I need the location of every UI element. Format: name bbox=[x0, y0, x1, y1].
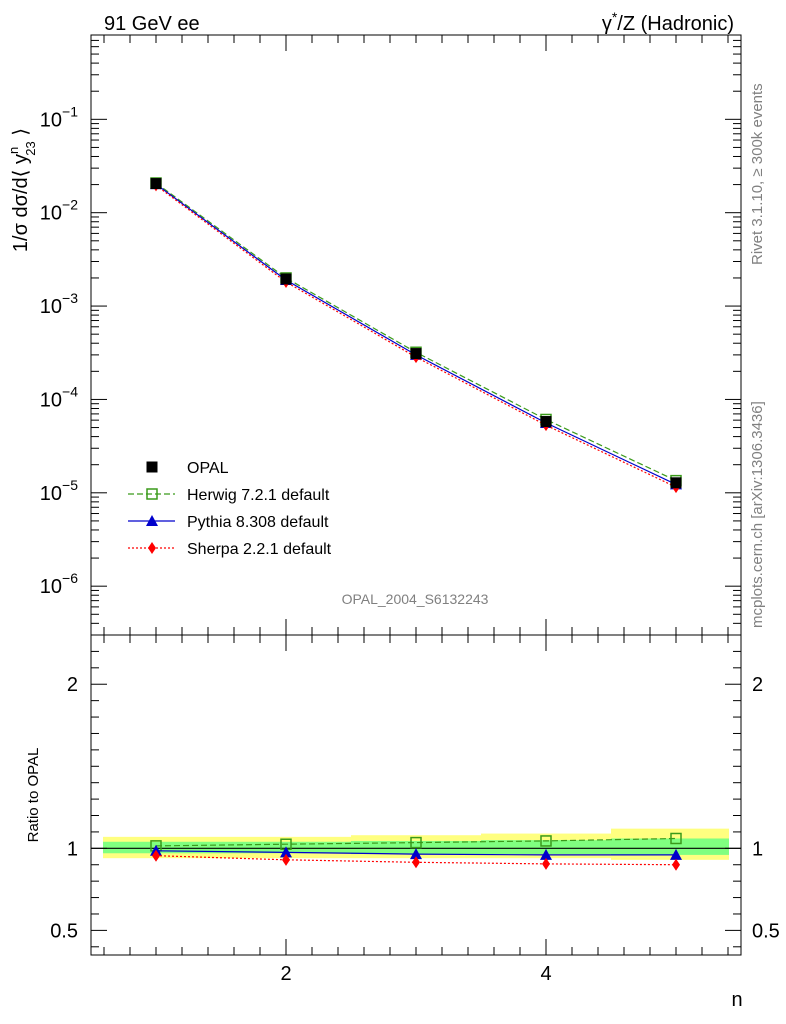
ratio-series-0-point-4 bbox=[670, 832, 682, 845]
main-plot-content bbox=[150, 177, 682, 494]
main-y-tick-label-exp-4: −5 bbox=[62, 477, 78, 493]
main-y-tick-label-base-2: 10 bbox=[40, 296, 62, 318]
ratio-band-green-4 bbox=[611, 838, 729, 855]
ratio-series-2-point-4 bbox=[672, 858, 680, 871]
ratio-series-2-point-3 bbox=[542, 857, 550, 870]
main-y-tick-label-exp-2: −3 bbox=[62, 290, 78, 306]
ratio-series-2-point-1 bbox=[282, 853, 290, 866]
main-panel: 10−110−210−310−410−510−6 1/σ dσ/d⟨ yn 23 … bbox=[6, 34, 742, 636]
ratio-y-tick-label-0: 2 bbox=[67, 674, 78, 696]
main-series-line-2 bbox=[155, 183, 677, 485]
ratio-series-2-point-0 bbox=[152, 849, 160, 862]
main-y-axis-label: 1/σ dσ/d⟨ yn 23 ⟩ bbox=[6, 128, 38, 252]
main-series-0-point-0 bbox=[150, 178, 162, 190]
legend-label-2: Pythia 8.308 default bbox=[187, 514, 329, 531]
legend-marker-1 bbox=[146, 488, 158, 500]
legend-marker-2 bbox=[146, 515, 158, 526]
legend-marker-0 bbox=[146, 461, 158, 473]
main-y-tick-label-base-3: 10 bbox=[40, 389, 62, 411]
main-y-tick-label-exp-5: −6 bbox=[62, 570, 78, 586]
header-right-gamma: γ bbox=[602, 13, 612, 35]
main-y-tick-label-exp-3: −4 bbox=[62, 383, 78, 399]
header-right-rest: /Z (Hadronic) bbox=[617, 13, 734, 35]
ratio-series-1-point-3 bbox=[540, 848, 552, 860]
ratio-frame bbox=[90, 634, 742, 956]
ratio-y-tick-label-right-2: 0.5 bbox=[752, 920, 780, 942]
x-axis-label: n bbox=[731, 989, 742, 1011]
main-y-tick-label-2: 10−3 bbox=[40, 290, 78, 318]
main-y-label-b: ⟩ bbox=[10, 128, 32, 141]
main-y-tick-label-1: 10−2 bbox=[40, 197, 78, 225]
ratio-series-0-point-2 bbox=[410, 836, 422, 849]
main-y-tick-label-exp-0: −1 bbox=[62, 103, 78, 119]
ratio-panel: 2 2 1 1 0.5 0.5 2 4 Ratio to OPAL bbox=[25, 634, 780, 985]
ratio-axes: 2 2 1 1 0.5 0.5 2 4 bbox=[50, 635, 780, 985]
ratio-band-green-3 bbox=[481, 840, 611, 855]
main-series-line-1 bbox=[155, 182, 677, 482]
ratio-y-tick-label-right-1: 1 bbox=[752, 838, 763, 860]
main-y-tick-label-base-0: 10 bbox=[40, 109, 62, 131]
main-y-tick-label-5: 10−6 bbox=[40, 570, 78, 598]
ratio-y-tick-label-1: 1 bbox=[67, 838, 78, 860]
main-axes: 10−110−210−310−410−510−6 bbox=[40, 34, 741, 636]
x-tick-label-0: 2 bbox=[280, 963, 291, 985]
ratio-series-2-point-2 bbox=[412, 856, 420, 869]
legend-label-3: Sherpa 2.2.1 default bbox=[187, 541, 332, 558]
header-left-title: 91 GeV ee bbox=[104, 13, 200, 35]
main-y-tick-label-4: 10−5 bbox=[40, 477, 78, 505]
main-y-tick-label-3: 10−4 bbox=[40, 383, 78, 411]
watermark-analysis-id: OPAL_2004_S6132243 bbox=[342, 591, 489, 607]
ratio-series-0-point-3 bbox=[540, 835, 552, 847]
header-right-title: γ*/Z (Hadronic) bbox=[602, 9, 734, 35]
legend-label-1: Herwig 7.2.1 default bbox=[187, 487, 330, 504]
legend-marker-3 bbox=[148, 542, 156, 554]
main-series-0-point-2 bbox=[410, 348, 422, 360]
legend-label-0: OPAL bbox=[187, 460, 229, 477]
x-tick-label-1: 4 bbox=[540, 963, 551, 985]
header-right-star: * bbox=[612, 9, 618, 25]
main-series-0-point-4 bbox=[670, 477, 682, 489]
ratio-series-line-0 bbox=[155, 837, 677, 847]
main-series-0-point-3 bbox=[540, 416, 552, 428]
mcplots-label: mcplots.cern.ch [arXiv:1306.3436] bbox=[749, 401, 766, 628]
ratio-series-1-point-2 bbox=[410, 848, 422, 860]
ratio-band-green-0 bbox=[103, 841, 221, 854]
main-y-tick-label-0: 10−1 bbox=[40, 103, 78, 131]
ratio-y-tick-label-right-0: 2 bbox=[752, 674, 763, 696]
main-y-tick-label-base-4: 10 bbox=[40, 483, 62, 505]
main-y-label-a: 1/σ dσ/d⟨ y bbox=[10, 154, 32, 252]
main-y-tick-label-base-5: 10 bbox=[40, 576, 62, 598]
ratio-series-1-point-1 bbox=[280, 846, 292, 858]
ratio-plot-content bbox=[91, 828, 741, 871]
ratio-y-axis-label: Ratio to OPAL bbox=[25, 748, 42, 843]
main-y-tick-label-base-1: 10 bbox=[40, 203, 62, 225]
ratio-y-tick-label-2: 0.5 bbox=[50, 920, 78, 942]
rivet-version-label: Rivet 3.1.10, ≥ 300k events bbox=[749, 83, 766, 265]
main-series-line-3 bbox=[155, 184, 677, 488]
main-y-label-sup: n bbox=[6, 147, 21, 154]
legend: OPAL Herwig 7.2.1 default Pythia 8.308 def… bbox=[128, 460, 332, 558]
main-y-tick-label-exp-1: −2 bbox=[62, 197, 78, 213]
main-series-0-point-1 bbox=[280, 273, 292, 285]
ratio-series-1-point-4 bbox=[670, 848, 682, 860]
main-y-label-sub: 23 bbox=[23, 141, 38, 155]
